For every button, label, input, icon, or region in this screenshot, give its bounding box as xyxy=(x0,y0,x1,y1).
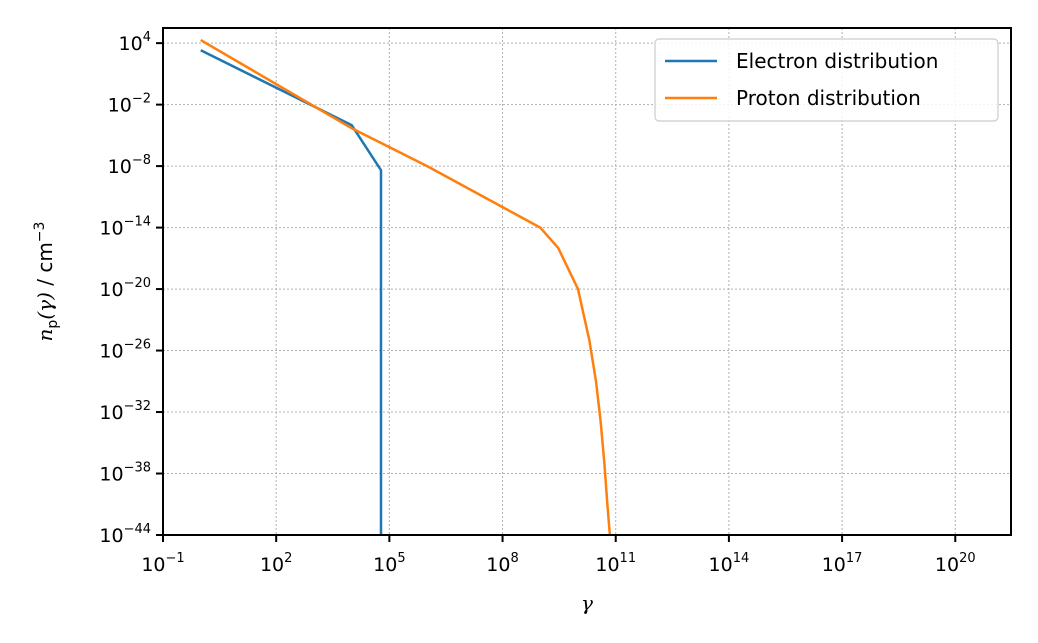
series-line-proton xyxy=(200,38,612,536)
x-tick-label: 105 xyxy=(373,551,405,576)
x-tick-label: 10−1 xyxy=(141,551,184,576)
y-tick-label: 10−2 xyxy=(108,92,151,117)
x-tick-label: 1011 xyxy=(595,551,636,576)
y-tick-label: 10−26 xyxy=(99,338,151,363)
series-layer xyxy=(200,38,612,536)
x-tick-label: 1020 xyxy=(935,551,976,576)
y-axis-label-argument: (γ) xyxy=(33,292,57,320)
y-axis-label-subscript: p xyxy=(45,320,61,329)
legend-label-proton: Proton distribution xyxy=(736,86,921,110)
y-tick-label: 10−20 xyxy=(99,276,151,301)
y-tick-label: 10−38 xyxy=(99,461,151,486)
y-axis-label-unit-exponent: −3 xyxy=(32,222,48,243)
ticks: 10−1 102 105 108 1011 1014 1017 1020 104 10−2 10−8… xyxy=(99,30,975,576)
series-line-electron xyxy=(200,49,383,535)
legend-box xyxy=(654,38,999,122)
x-tick-label: 102 xyxy=(260,551,292,576)
legend-label-electron: Electron distribution xyxy=(736,49,938,73)
y-tick-label: 104 xyxy=(119,30,151,55)
y-axis-label: np(γ) / cm−3 xyxy=(32,222,61,342)
x-tick-label: 1017 xyxy=(822,551,863,576)
y-tick-label: 10−14 xyxy=(99,215,151,240)
x-tick-label: 108 xyxy=(486,551,518,576)
y-axis-label-symbol: n xyxy=(33,329,57,342)
y-tick-label: 10−44 xyxy=(99,522,151,547)
x-tick-label: 1014 xyxy=(709,551,750,576)
y-tick-label: 10−32 xyxy=(99,399,151,424)
x-axis-label: γ xyxy=(581,591,593,615)
plot-frame xyxy=(162,27,1012,536)
legend: Electron distribution Proton distributio… xyxy=(654,38,999,122)
y-axis-label-separator: / xyxy=(33,273,57,292)
y-tick-label: 10−8 xyxy=(108,153,151,178)
y-axis-label-unit: cm xyxy=(33,242,57,272)
